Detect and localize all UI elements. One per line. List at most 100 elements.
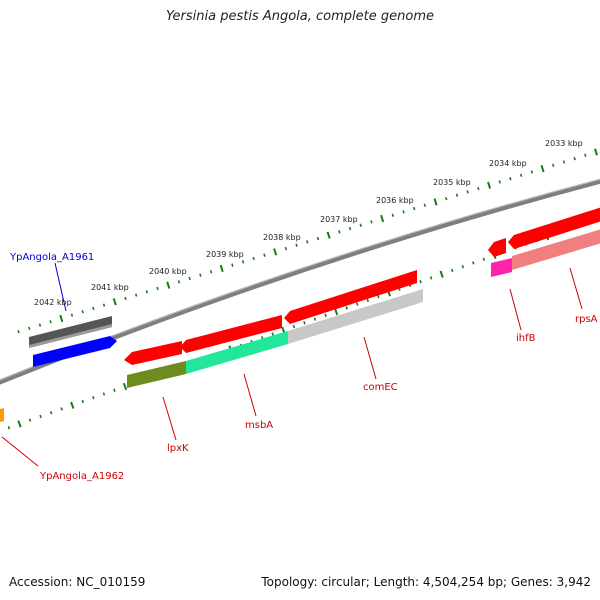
outer-scale-minor-tick bbox=[177, 280, 181, 284]
outer-scale-minor-tick bbox=[391, 213, 395, 217]
outer-scale-minor-tick bbox=[530, 170, 534, 174]
inner-scale-minor-tick bbox=[49, 411, 53, 415]
inner-scale-minor-tick bbox=[28, 418, 32, 422]
outer-scale-minor-tick bbox=[295, 243, 298, 247]
outer-scale-minor-tick bbox=[92, 306, 95, 311]
outer-scale-major-tick bbox=[166, 281, 171, 289]
outer-scale-minor-tick bbox=[49, 320, 52, 324]
outer-scale-minor-tick bbox=[316, 236, 320, 241]
tick-label-2038: 2038 kbp bbox=[263, 233, 301, 242]
inner-scale-minor-tick bbox=[324, 313, 327, 318]
outer-scale-minor-tick bbox=[306, 240, 309, 244]
outer-scale-minor-tick bbox=[199, 273, 202, 277]
gene-orange-bar[interactable] bbox=[0, 408, 4, 422]
gene-comec-grey-bar[interactable] bbox=[288, 289, 423, 344]
inner-scale-minor-tick bbox=[313, 317, 317, 321]
outer-scale-minor-tick bbox=[519, 173, 523, 177]
outer-scale-minor-tick bbox=[28, 326, 31, 331]
outer-scale-minor-tick bbox=[509, 176, 512, 181]
leader-ypangola-a1962 bbox=[1, 436, 39, 467]
outer-scale-major-tick bbox=[219, 264, 224, 273]
leader-ihfb bbox=[509, 288, 522, 331]
label-msba[interactable]: msbA bbox=[245, 420, 273, 431]
outer-tick-scale bbox=[17, 148, 598, 334]
outer-scale-minor-tick bbox=[370, 220, 373, 224]
tick-label-2036: 2036 kbp bbox=[376, 196, 414, 205]
genome-backbone bbox=[0, 178, 600, 385]
map-title: Yersinia pestis Angola, complete genome bbox=[166, 9, 434, 24]
inner-scale-major-tick bbox=[333, 307, 339, 316]
inner-scale-minor-tick bbox=[92, 396, 95, 400]
gene-ihfb-magenta-bar[interactable] bbox=[491, 258, 512, 277]
tick-label-2041: 2041 kbp bbox=[91, 283, 129, 292]
genome-summary-text: Topology: circular; Length: 4,504,254 bp… bbox=[261, 575, 591, 589]
outer-scale-minor-tick bbox=[445, 196, 448, 201]
gene-rpsa-bar[interactable] bbox=[508, 206, 600, 249]
gene-lpxk-bar[interactable] bbox=[124, 341, 182, 365]
outer-scale-minor-tick bbox=[284, 246, 288, 251]
gene-lpxk-olive-bar[interactable] bbox=[127, 361, 186, 388]
inner-scale-minor-tick bbox=[429, 276, 433, 280]
gene-ihfb-bar[interactable] bbox=[488, 238, 506, 257]
outer-scale-minor-tick bbox=[584, 153, 587, 158]
outer-scale-minor-tick bbox=[134, 293, 138, 297]
inner-scale-major-tick bbox=[70, 401, 75, 409]
outer-scale-minor-tick bbox=[263, 253, 266, 257]
inner-scale-minor-tick bbox=[366, 298, 370, 303]
outer-scale-minor-tick bbox=[573, 156, 576, 161]
outer-scale-minor-tick bbox=[231, 263, 234, 267]
label-lpxk[interactable]: lpxK bbox=[167, 443, 189, 454]
gene-blue-bar[interactable] bbox=[33, 336, 117, 367]
tick-label-2035: 2035 kbp bbox=[433, 178, 471, 187]
outer-scale-minor-tick bbox=[17, 330, 20, 334]
inner-scale-minor-tick bbox=[450, 268, 454, 273]
label-comec[interactable]: comEC bbox=[363, 382, 398, 393]
inner-scale-minor-tick bbox=[419, 279, 422, 284]
outer-scale-minor-tick bbox=[102, 303, 106, 307]
outer-scale-major-tick bbox=[59, 314, 64, 323]
tick-label-2037: 2037 kbp bbox=[320, 215, 358, 224]
inner-scale-minor-tick bbox=[482, 257, 486, 261]
outer-scale-major-tick bbox=[273, 248, 278, 256]
outer-scale-major-tick bbox=[540, 165, 545, 173]
outer-scale-minor-tick bbox=[241, 260, 245, 264]
outer-scale-minor-tick bbox=[413, 206, 416, 211]
outer-scale-minor-tick bbox=[498, 180, 501, 184]
outer-scale-minor-tick bbox=[209, 270, 213, 274]
gene-msba-bar[interactable] bbox=[180, 315, 282, 353]
inner-scale-minor-tick bbox=[7, 426, 11, 430]
gene-comec-bar[interactable] bbox=[284, 270, 417, 324]
label-ihfb[interactable]: ihfB bbox=[516, 333, 536, 344]
inner-scale-minor-tick bbox=[292, 324, 296, 329]
inner-scale-minor-tick bbox=[102, 392, 106, 396]
outer-scale-major-tick bbox=[433, 198, 438, 206]
leader-rpsa bbox=[569, 267, 583, 310]
outer-scale-minor-tick bbox=[455, 193, 459, 197]
label-ypangola-a1962[interactable]: YpAngola_A1962 bbox=[39, 471, 124, 482]
gene-rpsa-pink-bar[interactable] bbox=[512, 228, 600, 270]
outer-scale-minor-tick bbox=[562, 160, 566, 164]
outer-scale-minor-tick bbox=[81, 310, 84, 314]
label-ypangola-a1961[interactable]: YpAngola_A1961 bbox=[9, 252, 94, 263]
outer-scale-minor-tick bbox=[188, 276, 191, 281]
gene-ypangola-a1961-bar-shade bbox=[29, 324, 112, 348]
tick-label-2034: 2034 kbp bbox=[489, 159, 527, 168]
outer-scale-minor-tick bbox=[156, 286, 159, 291]
gene-msba-green-bar[interactable] bbox=[186, 331, 288, 374]
outer-scale-minor-tick bbox=[124, 296, 127, 301]
inner-scale-major-tick bbox=[122, 382, 128, 391]
inner-scale-minor-tick bbox=[355, 302, 359, 306]
tick-label-2033: 2033 kbp bbox=[545, 139, 583, 148]
leader-comec bbox=[363, 336, 377, 380]
leader-ypangola-a1961 bbox=[54, 262, 67, 312]
label-rpsa[interactable]: rpsA bbox=[575, 314, 598, 325]
outer-scale-minor-tick bbox=[466, 190, 469, 194]
inner-scale-minor-tick bbox=[81, 399, 85, 404]
inner-scale-minor-tick bbox=[113, 388, 116, 392]
outer-scale-major-tick bbox=[594, 148, 598, 156]
outer-scale-minor-tick bbox=[348, 226, 352, 231]
tick-label-2042: 2042 kbp bbox=[34, 298, 72, 307]
outer-scale-minor-tick bbox=[338, 230, 341, 234]
outer-scale-major-tick bbox=[487, 181, 492, 189]
